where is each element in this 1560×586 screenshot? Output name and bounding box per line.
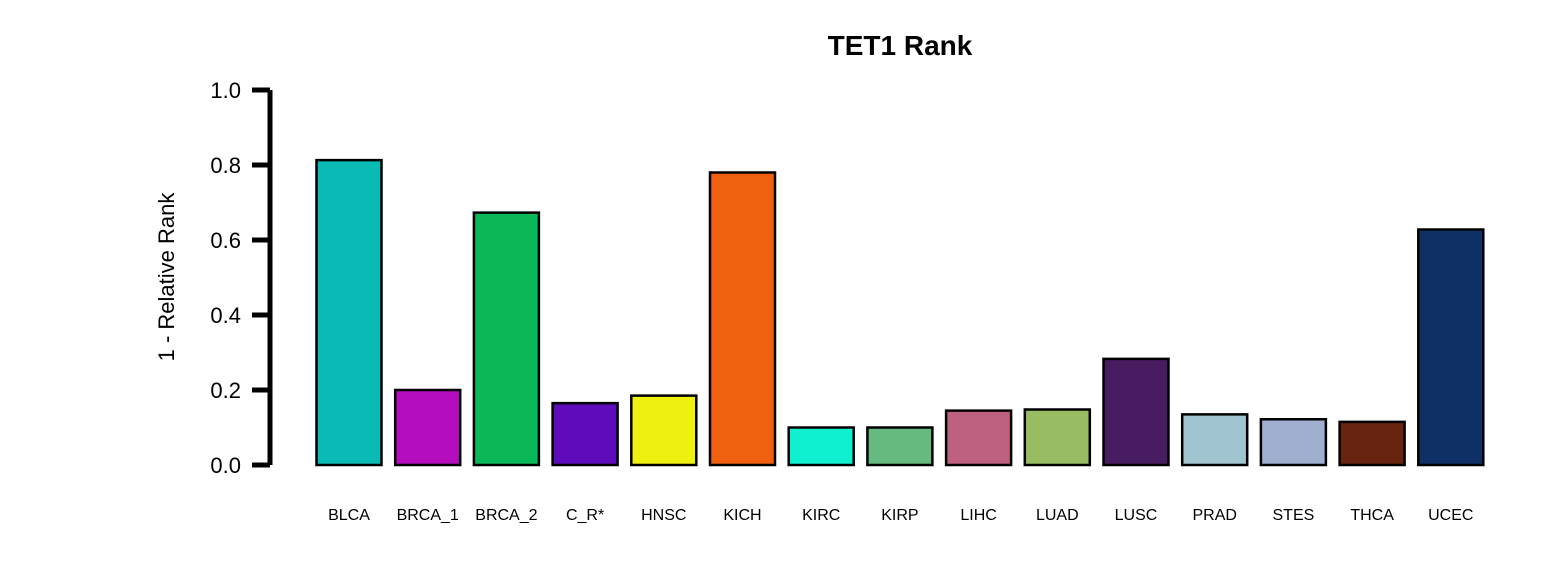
bar-stes [1259, 418, 1328, 467]
y-axis: 0.0 0.2 0.4 0.6 0.8 1.0 [210, 78, 273, 478]
y-tick-label: 0.4 [210, 303, 241, 328]
bar-blca [315, 158, 383, 467]
x-tick-labels: BLCA BRCA_1 BRCA_2 C_R* HNSC KICH KIRC KIRP LIHC… [328, 507, 1473, 524]
x-tick-label: BRCA_1 [397, 507, 459, 524]
x-tick-label: BLCA [328, 507, 370, 524]
x-tick-label: LUSC [1115, 507, 1158, 524]
y-tick-label: 0.0 [210, 453, 241, 478]
x-tick-label: PRAD [1192, 507, 1236, 524]
y-axis-label: 1 - Relative Rank [154, 192, 179, 362]
y-tick-label: 0.2 [210, 378, 241, 403]
bars-group [315, 158, 1485, 467]
bar-kich [708, 171, 777, 467]
x-tick-label: KIRP [881, 507, 918, 524]
bar-lusc [1102, 357, 1170, 467]
bar-kirc [787, 426, 855, 467]
bar-c-r [551, 401, 619, 467]
y-tick-label: 0.8 [210, 153, 241, 178]
bar-brca-1 [393, 388, 462, 467]
y-tick-label: 0.6 [210, 228, 241, 253]
x-tick-label: KIRC [802, 507, 840, 524]
x-tick-label: THCA [1350, 507, 1394, 524]
bar-lihc [944, 409, 1013, 467]
x-tick-label: UCEC [1428, 507, 1473, 524]
x-tick-label: KICH [723, 507, 761, 524]
bar-hnsc [630, 394, 698, 467]
bar-brca-2 [472, 211, 541, 467]
x-tick-label: HNSC [641, 507, 686, 524]
bar-ucec [1417, 228, 1485, 467]
x-tick-label: STES [1273, 507, 1315, 524]
x-tick-label: BRCA_2 [475, 507, 537, 524]
x-tick-label: C_R* [566, 507, 604, 524]
x-tick-label: LUAD [1036, 507, 1079, 524]
y-tick-label: 1.0 [210, 78, 241, 103]
bar-thca [1338, 420, 1406, 467]
bar-prad [1180, 413, 1249, 467]
x-tick-label: LIHC [960, 507, 996, 524]
bar-luad [1023, 408, 1092, 467]
chart-title: TET1 Rank [828, 30, 973, 61]
bar-kirp [866, 426, 934, 467]
